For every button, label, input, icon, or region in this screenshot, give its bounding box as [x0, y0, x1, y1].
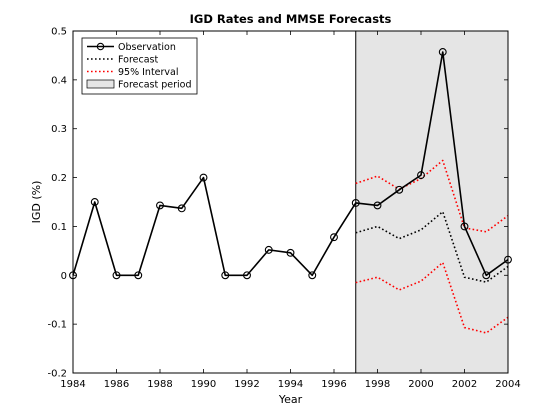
chart-title: IGD Rates and MMSE Forecasts — [190, 12, 392, 26]
x-tick-label: 1986 — [104, 379, 129, 390]
axes-layer: 1984 1986 1988 1990 1992 1994 1996 1998 2000 2002… — [47, 27, 520, 391]
x-tick-label: 1996 — [321, 379, 346, 390]
y-tick-label: -0.2 — [47, 369, 67, 380]
y-tick-label: 0.1 — [51, 222, 67, 233]
observation-point — [199, 173, 208, 182]
observation-point — [286, 248, 295, 257]
observation-point — [243, 271, 251, 280]
y-tick-label: 0.3 — [51, 124, 67, 135]
x-tick-label: 1990 — [191, 379, 216, 390]
series-layer — [69, 48, 512, 334]
legend-forecast-period-swatch — [86, 79, 115, 89]
observation-point — [264, 245, 273, 254]
observation-point — [177, 204, 186, 213]
legend-label: Forecast — [118, 55, 158, 66]
observation-point — [112, 271, 121, 280]
legend-label: Forecast period — [118, 80, 191, 91]
legend-observation-marker — [96, 42, 105, 51]
x-tick-label: 1988 — [147, 379, 172, 390]
observation-point — [460, 222, 469, 231]
observation-point — [395, 185, 404, 194]
y-tick-label: -0.1 — [47, 320, 67, 331]
observation-point — [351, 199, 360, 207]
x-tick-label: 2004 — [495, 379, 520, 390]
observation-point — [221, 271, 230, 280]
y-tick-label: 0.5 — [51, 27, 67, 38]
forecast-line — [355, 210, 509, 283]
observation-point — [90, 198, 99, 206]
x-tick-label: 1984 — [60, 379, 85, 390]
y-tick-label: 0.4 — [51, 75, 67, 86]
y-axis-label: IGD (%) — [30, 181, 43, 224]
observation-point — [482, 271, 491, 280]
observation-point — [438, 48, 447, 56]
observation-line — [72, 51, 509, 277]
observation-point — [134, 271, 143, 280]
observation-point — [373, 201, 382, 210]
y-tick-label: 0 — [61, 271, 67, 282]
observation-point — [156, 201, 164, 210]
x-tick-label: 2000 — [408, 379, 433, 390]
observation-point — [308, 271, 317, 280]
legend-label: 95% Interval — [118, 67, 179, 78]
legend-label: Observation — [118, 42, 176, 53]
observation-point — [330, 233, 338, 242]
y-tick-label: 0.2 — [51, 173, 67, 184]
x-tick-label: 2002 — [452, 379, 477, 390]
x-tick-label: 1994 — [278, 379, 303, 390]
x-axis-label: Year — [278, 393, 303, 406]
interval-lower-line — [355, 261, 509, 334]
x-tick-label: 1998 — [365, 379, 390, 390]
observation-point — [417, 171, 425, 180]
x-tick-label: 1992 — [234, 379, 259, 390]
